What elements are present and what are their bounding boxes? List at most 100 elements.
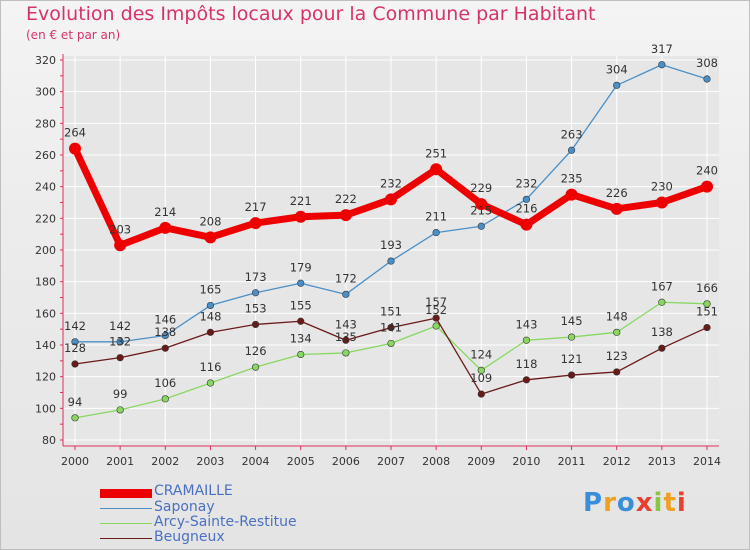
legend-label: CRAMAILLE <box>154 483 233 499</box>
data-label: 142 <box>64 319 86 333</box>
y-tick-label: 220 <box>35 212 56 225</box>
y-tick-label: 180 <box>35 276 56 289</box>
x-tick-label: 2007 <box>377 455 405 468</box>
data-label: 240 <box>696 164 718 178</box>
logo-letter: x <box>635 488 654 518</box>
logo-letter: r <box>603 488 617 518</box>
data-point <box>658 61 666 69</box>
logo-letter: o <box>616 488 636 518</box>
data-label: 214 <box>154 205 176 219</box>
data-point <box>567 146 576 154</box>
data-label: 145 <box>561 314 583 328</box>
x-tick-label: 2004 <box>242 455 270 468</box>
legend-swatch <box>100 489 152 498</box>
data-point <box>477 366 485 374</box>
data-point <box>161 395 169 403</box>
data-point <box>71 360 79 368</box>
data-point <box>658 344 666 352</box>
data-point <box>342 336 350 344</box>
data-label: 151 <box>380 305 402 319</box>
data-point <box>251 289 260 297</box>
x-tick-label: 2008 <box>422 455 450 468</box>
x-tick-label: 2011 <box>558 455 586 468</box>
y-tick-label: 200 <box>35 244 56 257</box>
data-label: 193 <box>380 238 402 252</box>
data-point <box>294 210 307 223</box>
data-point <box>613 81 621 89</box>
data-point <box>204 231 217 244</box>
data-point <box>114 239 127 252</box>
data-label: 264 <box>64 126 86 140</box>
legend-swatch <box>100 508 152 509</box>
x-tick-label: 2013 <box>648 455 676 468</box>
data-point <box>477 390 485 398</box>
data-point <box>475 198 488 211</box>
x-tick-label: 2000 <box>61 455 89 468</box>
data-label: 217 <box>245 200 267 214</box>
data-label: 146 <box>154 313 176 327</box>
data-label: 208 <box>199 214 221 228</box>
data-point <box>432 314 440 322</box>
data-point <box>297 350 305 359</box>
y-tick-label: 240 <box>35 181 56 194</box>
data-label: 141 <box>380 320 402 334</box>
y-tick-label: 120 <box>35 371 56 384</box>
data-label: 221 <box>290 194 312 208</box>
x-tick-label: 2005 <box>287 455 315 468</box>
data-label: 151 <box>696 305 718 319</box>
y-tick-label: 260 <box>35 149 56 162</box>
data-point <box>342 349 350 357</box>
data-point <box>206 301 215 310</box>
data-label: 138 <box>154 325 176 339</box>
data-label: 126 <box>245 344 267 358</box>
data-point <box>206 379 215 387</box>
data-point <box>159 221 172 234</box>
data-label: 148 <box>199 309 221 323</box>
data-point <box>703 75 711 83</box>
data-label: 99 <box>113 387 128 401</box>
data-point <box>297 317 305 325</box>
data-label: 263 <box>561 127 583 141</box>
data-label: 124 <box>470 347 492 361</box>
data-point <box>249 217 262 230</box>
data-point <box>432 228 440 237</box>
data-label: 179 <box>290 260 312 274</box>
x-tick-label: 2009 <box>467 455 495 468</box>
data-point <box>703 300 711 308</box>
data-label: 143 <box>515 317 537 331</box>
data-point <box>251 320 260 329</box>
data-point <box>251 363 260 371</box>
data-label: 155 <box>290 298 312 312</box>
legend-label: Saponay <box>154 499 215 515</box>
data-point <box>522 376 531 384</box>
logo-letter: P <box>583 488 604 518</box>
data-label: 317 <box>651 42 673 56</box>
legend-swatch <box>100 523 152 524</box>
data-label: 143 <box>335 317 357 331</box>
data-label: 152 <box>425 303 447 317</box>
data-point <box>567 371 576 379</box>
data-label: 121 <box>561 352 583 366</box>
data-label: 138 <box>651 325 673 339</box>
data-point <box>703 323 711 332</box>
data-point <box>430 163 443 176</box>
data-point <box>116 354 124 362</box>
y-tick-label: 300 <box>35 86 56 99</box>
data-point <box>342 290 350 298</box>
data-label: 172 <box>335 271 357 285</box>
x-tick-label: 2014 <box>693 455 721 468</box>
data-point <box>613 328 621 336</box>
x-tick-label: 2012 <box>603 455 631 468</box>
data-point <box>567 333 576 341</box>
data-point <box>658 298 666 306</box>
data-label: 106 <box>154 376 176 390</box>
data-label: 157 <box>425 295 447 309</box>
data-label: 235 <box>561 172 583 186</box>
data-label: 226 <box>606 186 628 200</box>
data-label: 142 <box>109 319 131 333</box>
logo-letter: i <box>676 488 687 518</box>
data-point <box>522 336 531 344</box>
data-label: 216 <box>515 202 537 216</box>
data-point <box>116 406 124 414</box>
